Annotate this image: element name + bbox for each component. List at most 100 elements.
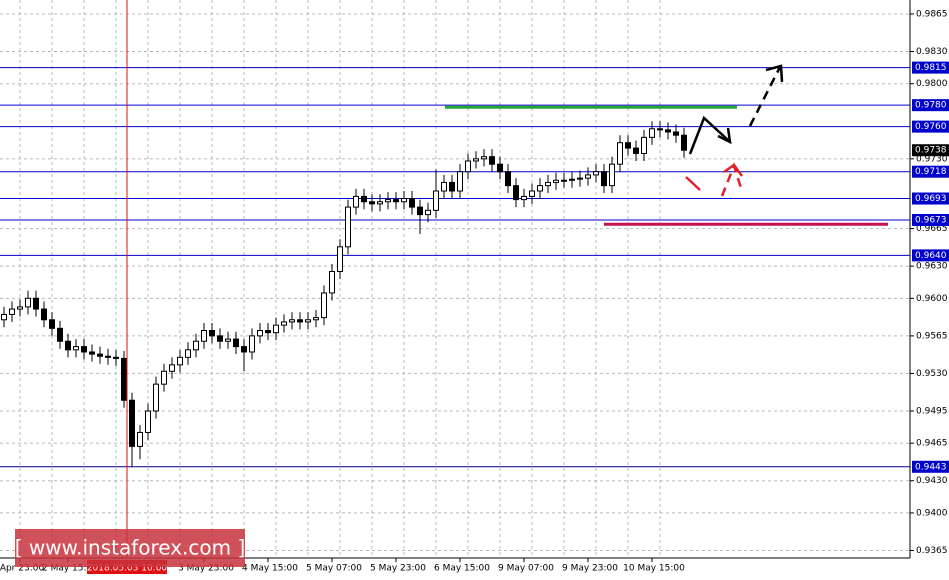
candle-body: [89, 351, 95, 355]
candle-body: [385, 199, 391, 203]
candle-body: [665, 129, 671, 133]
candle-body: [529, 190, 535, 197]
candle-body: [457, 171, 463, 192]
x-tick-label: 5 May 07:00: [306, 564, 362, 574]
y-tick-label: 0.9465: [916, 439, 948, 449]
arrow-head: [765, 64, 784, 83]
y-tick-label: 0.9730: [916, 154, 948, 164]
candle-body: [297, 319, 303, 323]
candle-body: [481, 156, 487, 160]
x-tick-label: 2 May 15:00: [42, 564, 98, 574]
candle-body: [513, 185, 519, 201]
candle-body: [249, 335, 255, 353]
y-tick-label: 0.9830: [916, 47, 948, 57]
candle-body: [417, 206, 423, 216]
candle-body: [177, 356, 183, 366]
candle-body: [601, 171, 607, 187]
candle-body: [73, 346, 79, 351]
y-tick-label: 0.9365: [916, 546, 948, 556]
candle-body: [321, 292, 327, 319]
candle-body: [441, 181, 447, 192]
watermark: [ www.instaforex.com ]: [15, 529, 245, 567]
candle-body: [225, 338, 231, 342]
level-label-box: [912, 192, 949, 205]
candle-body: [257, 330, 263, 337]
candle-body: [129, 399, 135, 447]
arrow-head: [723, 163, 744, 177]
x-tick-label: 10 May 15:00: [623, 564, 685, 574]
candle-body: [433, 190, 439, 211]
y-tick-label: 0.9800: [916, 79, 948, 89]
y-tick-label: 0.9600: [916, 294, 948, 304]
candle-body: [473, 158, 479, 162]
candle-body: [233, 338, 239, 348]
level-label-box: [912, 213, 949, 226]
candle-body: [361, 195, 367, 203]
candle-body: [505, 171, 511, 187]
candle-body: [241, 346, 247, 353]
candle-body: [33, 297, 39, 310]
candle-body: [657, 128, 663, 131]
candle-body: [449, 181, 455, 192]
level-label: 0.9718: [915, 167, 947, 177]
arrow-head: [717, 127, 732, 145]
candle-body: [41, 308, 47, 321]
candle-body: [377, 201, 383, 205]
candle-body: [113, 356, 119, 359]
candle-body: [25, 297, 31, 308]
candle-body: [353, 195, 359, 208]
candle-body: [521, 195, 527, 201]
candle-body: [217, 335, 223, 342]
y-tick-label: 0.9495: [916, 406, 948, 416]
candle-body: [625, 142, 631, 149]
watermark-box: [15, 529, 245, 567]
y-tick-label: 0.9865: [916, 9, 948, 19]
candle-body: [633, 147, 639, 154]
level-label-box: [912, 61, 949, 74]
candle-body: [401, 198, 407, 203]
levels: [0, 67, 910, 468]
candle-body: [561, 179, 567, 182]
candle-body: [9, 308, 15, 315]
candle-body: [169, 364, 175, 372]
candle-body: [545, 181, 551, 187]
candle-body: [369, 201, 375, 205]
candle-body: [497, 163, 503, 173]
candle-body: [57, 327, 63, 342]
x-tick-label: Apr 23:00: [0, 564, 44, 574]
candle-body: [577, 177, 583, 180]
y-tick-label: 0.9530: [916, 369, 948, 379]
candle-body: [305, 319, 311, 323]
candle-body: [185, 349, 191, 358]
candle-body: [313, 317, 319, 321]
x-tick-label: 5 May 23:00: [370, 564, 426, 574]
candle-body: [273, 324, 279, 334]
forecast-arrows: [685, 64, 784, 197]
x-tick-label: 3 May 23:00: [178, 564, 234, 574]
candle-body: [489, 156, 495, 165]
level-label-box: [912, 165, 949, 178]
level-label-box: [912, 460, 949, 473]
candle-body: [153, 383, 159, 412]
level-label-box: [912, 249, 949, 262]
arrow-path: [688, 115, 729, 155]
x-tick-label: 9 May 23:00: [562, 564, 618, 574]
candle-body: [97, 353, 103, 357]
price-label: 0.9738: [915, 146, 947, 156]
candle-body: [609, 163, 615, 187]
price-label-box: [912, 144, 949, 157]
candle-body: [281, 321, 287, 326]
candle-body: [585, 174, 591, 179]
candle-body: [145, 410, 151, 433]
candle-body: [569, 178, 575, 181]
candle-body: [537, 185, 543, 192]
candle-body: [105, 355, 111, 358]
level-label: 0.9443: [915, 462, 947, 472]
candle-body: [65, 340, 71, 351]
level-label: 0.9640: [915, 251, 947, 261]
candle-body: [649, 128, 655, 138]
